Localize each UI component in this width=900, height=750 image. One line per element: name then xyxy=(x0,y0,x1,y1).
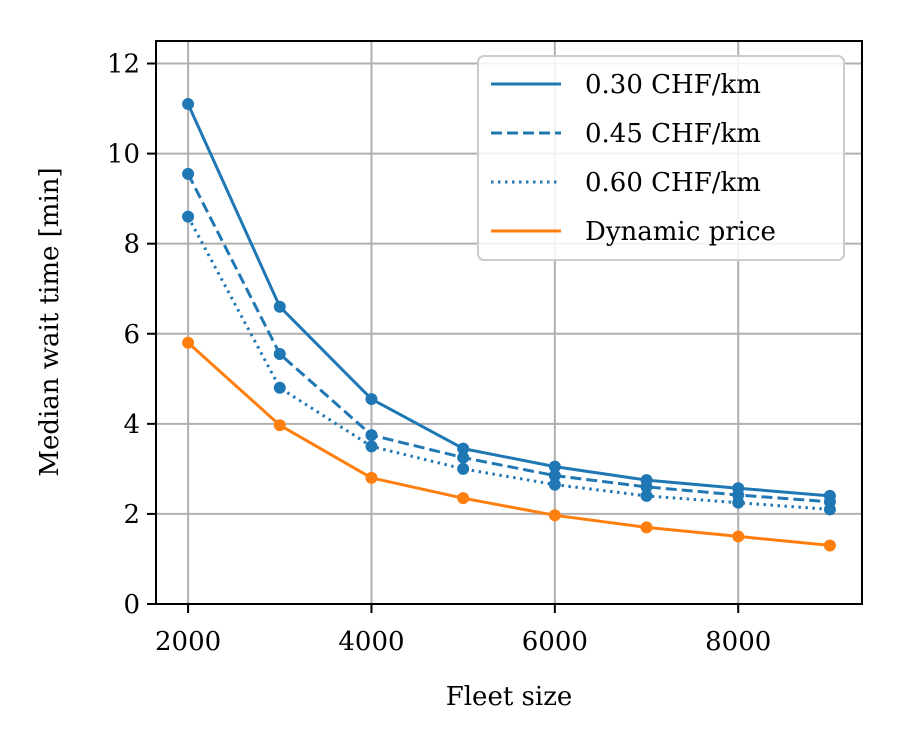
y-tick-label: 8 xyxy=(123,230,140,260)
series-line xyxy=(187,341,831,547)
legend-label: 0.60 CHF/km xyxy=(585,168,761,198)
data-point xyxy=(365,393,378,406)
data-point xyxy=(823,539,836,552)
data-point xyxy=(548,469,561,482)
data-point xyxy=(732,496,745,509)
data-point xyxy=(182,210,195,223)
data-point xyxy=(640,489,653,502)
series-line xyxy=(186,173,831,504)
data-point xyxy=(182,336,195,349)
data-point xyxy=(182,98,195,111)
data-point xyxy=(182,167,195,180)
y-tick-label: 6 xyxy=(123,320,140,350)
data-point xyxy=(457,442,470,455)
data-point xyxy=(732,530,745,543)
data-point xyxy=(823,503,836,516)
x-tick-label: 6000 xyxy=(522,627,588,657)
data-point xyxy=(273,348,286,361)
x-axis-label: Fleet size xyxy=(446,682,573,712)
plot-frame xyxy=(155,40,863,605)
data-point xyxy=(365,440,378,453)
legend-label: Dynamic price xyxy=(585,217,776,247)
data-point xyxy=(548,460,561,473)
data-point xyxy=(365,471,378,484)
data-point xyxy=(640,480,653,493)
data-point xyxy=(548,478,561,491)
y-tick-label: 10 xyxy=(107,140,140,170)
data-point xyxy=(548,509,561,522)
x-tick-label: 2000 xyxy=(155,627,221,657)
tick-layer: 2000 4000 6000 8000 0 2 4 6 8 10 12 xyxy=(107,50,771,657)
legend: 0.30 CHF/km 0.45 CHF/km 0.60 CHF/km Dynamic… xyxy=(477,55,845,261)
y-tick-label: 0 xyxy=(123,590,140,620)
data-point xyxy=(273,300,286,313)
data-point xyxy=(365,429,378,442)
data-point xyxy=(457,462,470,475)
data-point xyxy=(273,381,286,394)
series-layer xyxy=(182,98,836,552)
data-point xyxy=(457,492,470,505)
y-tick-label: 2 xyxy=(123,500,140,530)
series-line xyxy=(186,103,831,498)
y-tick-label: 12 xyxy=(107,50,140,80)
data-point xyxy=(273,419,286,432)
legend-label: 0.30 CHF/km xyxy=(585,70,761,100)
x-tick-label: 8000 xyxy=(705,627,771,657)
legend-box xyxy=(477,55,845,261)
y-axis-label: Median wait time [min] xyxy=(35,167,65,476)
data-point xyxy=(640,521,653,534)
y-tick-label: 4 xyxy=(123,410,140,440)
legend-label: 0.45 CHF/km xyxy=(585,119,761,149)
x-tick-label: 4000 xyxy=(338,627,404,657)
series-line xyxy=(186,215,831,511)
data-point xyxy=(457,451,470,464)
